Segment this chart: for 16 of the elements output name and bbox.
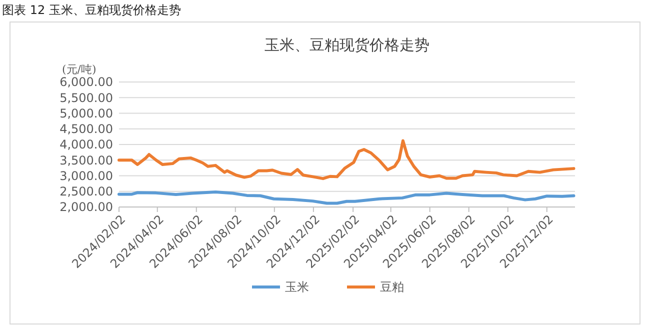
legend-label: 玉米 [285,280,309,294]
line-series [118,139,576,180]
y-tick-label: 5,500.00 [60,90,113,105]
legend-label: 豆粕 [380,280,404,294]
y-tick-label: 3,500.00 [60,153,113,168]
y-tick-label: 2,000.00 [60,200,113,214]
y-tick-label: 6,000.00 [60,75,113,90]
y-tick-label: 4,500.00 [60,122,113,136]
y-tick-label: 5,000.00 [60,106,113,120]
text: 图表 12 玉米、豆粕现货价格走势 [2,3,181,17]
y-axis-title: (元/吨) [62,63,96,76]
line-series [118,190,576,205]
y-tick-label: 2,500.00 [60,184,113,199]
y-tick-label: 3,000.00 [60,168,113,183]
y-tick-label: 4,000.00 [60,138,113,152]
chart-title: 玉米、豆粕现货价格走势 [264,36,430,54]
